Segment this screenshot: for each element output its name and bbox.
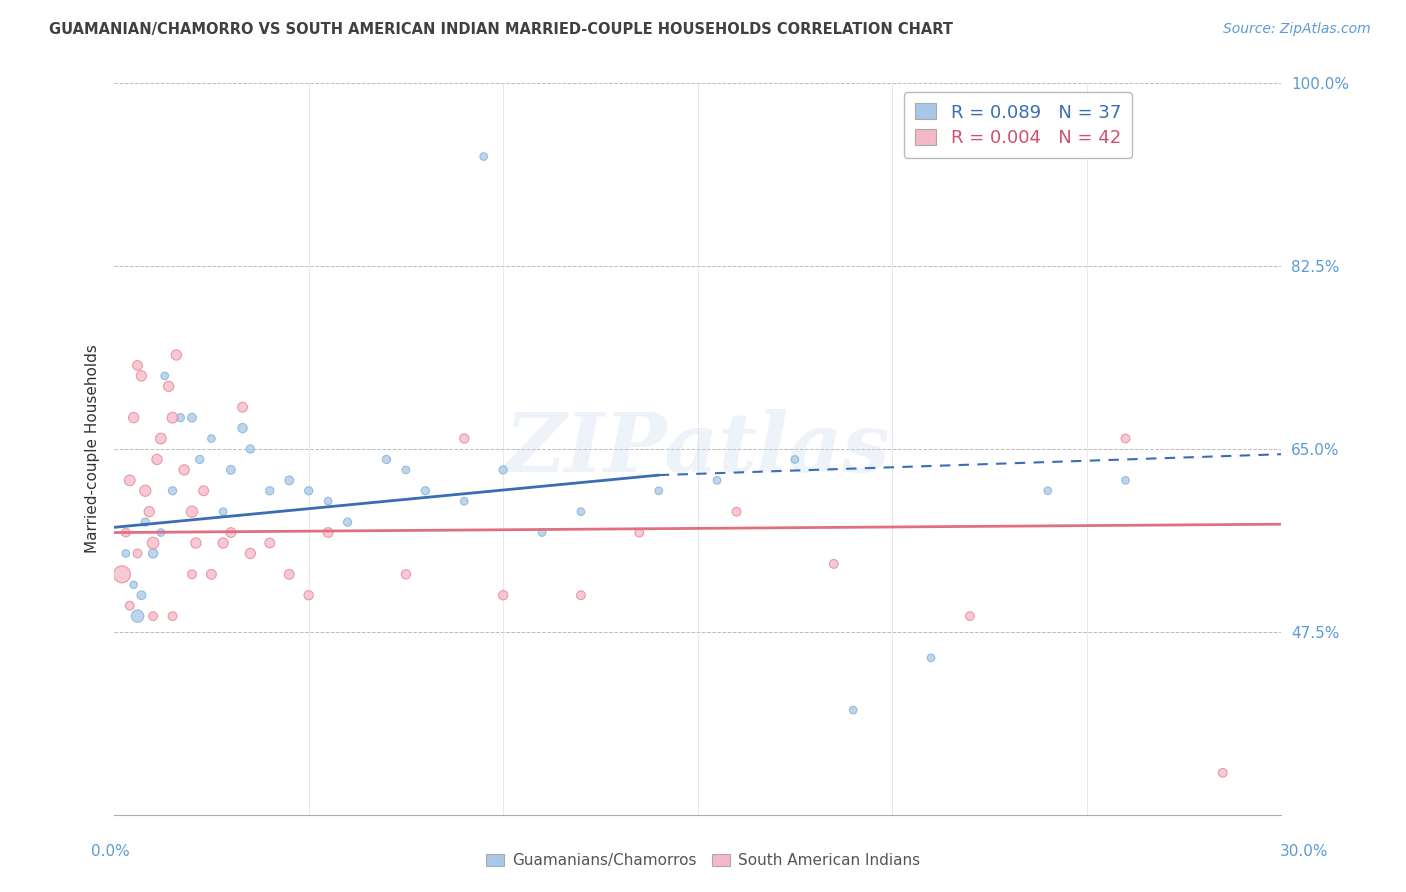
Point [1036, 483, 1059, 498]
Point [298, 588, 321, 602]
Point [142, 546, 165, 560]
Point [169, 410, 191, 425]
Point [823, 557, 845, 571]
Point [415, 483, 437, 498]
Point [200, 432, 222, 446]
Point [959, 609, 981, 624]
Point [375, 452, 398, 467]
Point [842, 703, 865, 717]
Point [153, 368, 176, 383]
Point [725, 505, 748, 519]
Point [122, 578, 145, 592]
Point [173, 463, 195, 477]
Point [127, 609, 149, 624]
Point [259, 536, 281, 550]
Point [278, 473, 301, 487]
Point [184, 536, 207, 550]
Point [131, 368, 153, 383]
Point [1212, 765, 1234, 780]
Point [232, 421, 254, 435]
Point [157, 379, 180, 393]
Point [142, 536, 165, 550]
Point [531, 525, 554, 540]
Point [492, 588, 515, 602]
Text: ZIPatlas: ZIPatlas [505, 409, 890, 489]
Point [131, 588, 153, 602]
Point [232, 401, 254, 415]
Text: GUAMANIAN/CHAMORRO VS SOUTH AMERICAN INDIAN MARRIED-COUPLE HOUSEHOLDS CORRELATIO: GUAMANIAN/CHAMORRO VS SOUTH AMERICAN IND… [49, 22, 953, 37]
Point [181, 567, 204, 582]
Point [162, 410, 184, 425]
Point [336, 515, 359, 529]
Point [212, 505, 235, 519]
Legend: Guamanians/Chamorros, South American Indians: Guamanians/Chamorros, South American Ind… [479, 847, 927, 874]
Point [193, 483, 215, 498]
Point [395, 567, 418, 582]
Point [219, 525, 242, 540]
Point [453, 494, 475, 508]
Point [162, 483, 184, 498]
Point [122, 410, 145, 425]
Legend: R = 0.089   N = 37, R = 0.004   N = 42: R = 0.089 N = 37, R = 0.004 N = 42 [904, 93, 1132, 158]
Point [127, 546, 149, 560]
Point [1115, 473, 1137, 487]
Point [149, 525, 172, 540]
Point [453, 432, 475, 446]
Point [138, 505, 160, 519]
Point [146, 452, 169, 467]
Point [134, 515, 156, 529]
Point [115, 546, 138, 560]
Point [200, 567, 222, 582]
Point [628, 525, 651, 540]
Point [1115, 432, 1137, 446]
Point [492, 463, 515, 477]
Point [648, 483, 671, 498]
Point [111, 567, 134, 582]
Point [149, 432, 172, 446]
Point [134, 483, 156, 498]
Point [188, 452, 211, 467]
Text: 30.0%: 30.0% [1281, 845, 1329, 859]
Point [181, 505, 204, 519]
Point [142, 609, 165, 624]
Point [569, 505, 592, 519]
Point [181, 410, 204, 425]
Point [115, 525, 138, 540]
Point [127, 359, 149, 373]
Point [162, 609, 184, 624]
Point [706, 473, 728, 487]
Text: Source: ZipAtlas.com: Source: ZipAtlas.com [1223, 22, 1371, 37]
Point [118, 599, 141, 613]
Point [259, 483, 281, 498]
Point [316, 494, 339, 508]
Point [569, 588, 592, 602]
Point [395, 463, 418, 477]
Point [118, 473, 141, 487]
Y-axis label: Married-couple Households: Married-couple Households [86, 344, 100, 553]
Point [239, 442, 262, 456]
Point [783, 452, 806, 467]
Point [298, 483, 321, 498]
Point [920, 651, 942, 665]
Point [316, 525, 339, 540]
Point [219, 463, 242, 477]
Point [278, 567, 301, 582]
Point [472, 150, 495, 164]
Point [165, 348, 187, 362]
Point [239, 546, 262, 560]
Point [212, 536, 235, 550]
Text: 0.0%: 0.0% [91, 845, 131, 859]
